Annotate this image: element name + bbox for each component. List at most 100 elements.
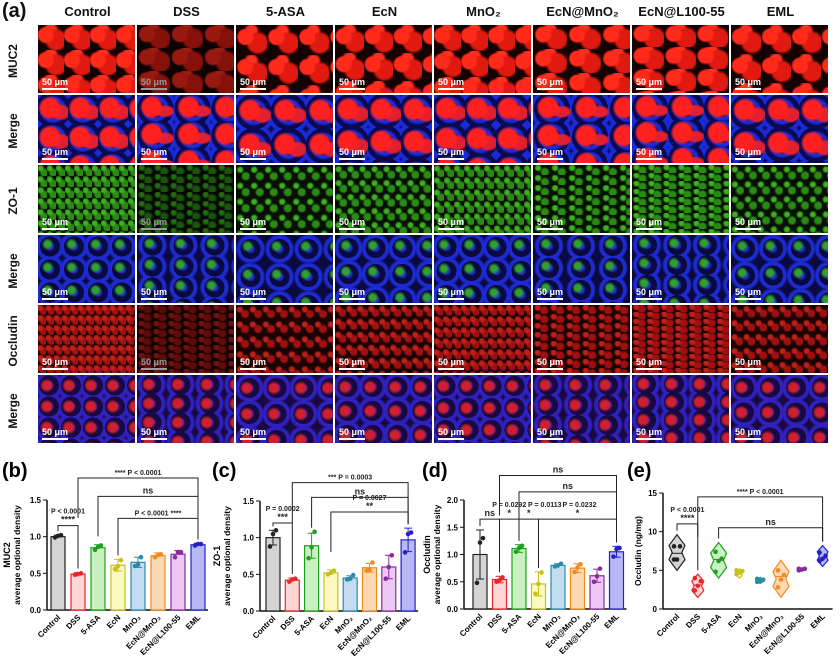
- bar: [342, 577, 358, 612]
- significance-bracket: [718, 527, 824, 542]
- data-point: [273, 528, 279, 533]
- micrograph: 50 μm: [434, 95, 531, 163]
- significance-bracket: [272, 522, 293, 574]
- scale-bar: 50 μm: [735, 358, 762, 370]
- scale-bar: 50 μm: [240, 78, 267, 90]
- data-point: [402, 550, 408, 555]
- micrograph: 50 μm: [632, 375, 729, 443]
- y-axis-label: MUC2: [2, 542, 12, 568]
- data-point: [135, 562, 141, 567]
- significance-bracket: [499, 474, 617, 543]
- bar: [190, 544, 206, 611]
- micrograph: 50 μm: [38, 95, 135, 163]
- significance-label: P < 0.0001: [670, 507, 704, 514]
- y-tick-label: 0.5: [243, 570, 255, 579]
- micrograph: 50 μm: [335, 235, 432, 303]
- data-point: [820, 556, 825, 562]
- significance-label: ns: [143, 485, 154, 495]
- significance-label: ****: [61, 515, 76, 525]
- micrograph: 50 μm: [335, 305, 432, 373]
- scale-bar: 50 μm: [438, 428, 465, 440]
- micrograph: 50 μm: [236, 305, 333, 373]
- micrograph: 50 μm: [632, 25, 729, 93]
- data-point: [572, 569, 577, 575]
- data-point: [312, 529, 317, 535]
- y-tick-label: 2.0: [447, 496, 459, 505]
- significance-bracket: [57, 525, 79, 569]
- scale-bar: 50 μm: [636, 78, 663, 90]
- significance-label: P = 0.0232: [563, 502, 597, 509]
- data-point: [692, 575, 698, 581]
- row-label: ZO-1: [6, 187, 20, 215]
- panel-label: (d): [422, 460, 448, 482]
- micrograph: 50 μm: [335, 25, 432, 93]
- significance-label: ns: [765, 517, 776, 527]
- data-point: [367, 567, 372, 573]
- data-point: [474, 580, 480, 586]
- bar: [130, 561, 146, 611]
- significance-bracket: [117, 517, 199, 556]
- micrograph: 50 μm: [533, 25, 630, 93]
- significance-label: *: [576, 508, 580, 518]
- micrograph: 50 μm: [533, 95, 630, 163]
- panel-label: (c): [212, 460, 236, 482]
- scale-bar: 50 μm: [636, 148, 663, 160]
- data-point: [539, 570, 544, 575]
- significance-bracket: [330, 511, 409, 552]
- micrograph: 50 μm: [632, 165, 729, 233]
- significance-bracket: [676, 523, 699, 571]
- micrograph: 50 μm: [38, 235, 135, 303]
- y-tick-label: 1.5: [243, 497, 255, 506]
- x-tick-label: Control: [251, 614, 277, 640]
- row-label: MUC2: [6, 44, 20, 79]
- data-point: [594, 574, 600, 579]
- bar: [170, 553, 186, 611]
- column-header: DSS: [173, 4, 200, 19]
- bar: [323, 572, 339, 612]
- micrograph: 50 μm: [335, 95, 432, 163]
- data-point: [781, 572, 787, 578]
- data-point: [802, 566, 808, 572]
- column-header: Control: [64, 4, 111, 19]
- column-header: EML: [766, 4, 795, 19]
- significance-bracket: [291, 482, 409, 525]
- data-point: [674, 557, 680, 562]
- data-point: [519, 543, 525, 549]
- data-point: [536, 581, 541, 587]
- micrograph: 50 μm: [137, 235, 234, 303]
- y-tick-label: 0.0: [30, 606, 42, 615]
- column-header: EcN@L100-55: [638, 4, 725, 19]
- bar: [569, 567, 586, 610]
- y-axis-label: average optional density: [432, 504, 442, 604]
- scale-bar: 50 μm: [141, 358, 168, 370]
- scale-bar: 50 μm: [339, 218, 366, 230]
- row-label: Merge: [6, 253, 20, 289]
- y-tick-label: 15: [648, 489, 657, 498]
- significance-bracket: [77, 477, 199, 540]
- data-point: [775, 585, 781, 590]
- scale-bar: 50 μm: [339, 428, 366, 440]
- significance-label: **** P < 0.0001: [737, 489, 784, 496]
- bar: [511, 547, 527, 610]
- micrograph: 50 μm: [731, 95, 828, 163]
- data-point: [778, 577, 784, 582]
- row-label: Merge: [6, 393, 20, 429]
- micrograph: 50 μm: [434, 305, 531, 373]
- scale-bar: 50 μm: [735, 428, 762, 440]
- data-point: [597, 566, 603, 571]
- micrograph: 50 μm: [533, 235, 630, 303]
- scale-bar: 50 μm: [537, 358, 564, 370]
- y-tick-label: 0.0: [447, 605, 459, 614]
- bar: [608, 551, 625, 610]
- data-point: [575, 565, 580, 570]
- data-point: [671, 544, 677, 549]
- scale-bar: 50 μm: [438, 218, 465, 230]
- x-tick-label: EML: [394, 614, 412, 632]
- significance-bracket: [538, 518, 617, 560]
- scale-bar: 50 μm: [636, 358, 663, 370]
- micrograph: 50 μm: [236, 95, 333, 163]
- bar: [50, 536, 66, 611]
- data-point: [178, 549, 184, 555]
- scale-bar: 50 μm: [339, 148, 366, 160]
- significance-label: P < 0.0001 ****: [135, 510, 182, 517]
